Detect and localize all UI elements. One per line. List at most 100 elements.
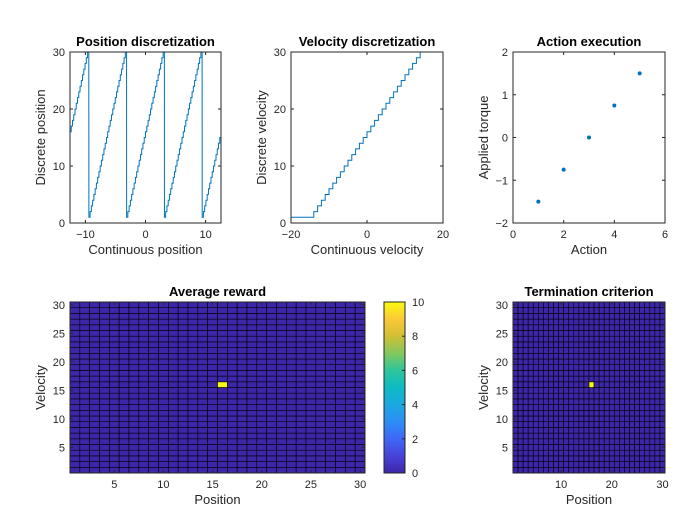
heatmap-cell [335, 324, 346, 331]
heatmap-cell [553, 404, 559, 411]
heatmap-cell [128, 449, 140, 457]
heatmap-cell [563, 341, 570, 348]
heatmap-cell [89, 381, 100, 388]
heatmap-cell [168, 387, 179, 394]
heatmap-cell [276, 455, 287, 462]
heatmap-cell [639, 409, 646, 417]
heatmap-cell [217, 455, 228, 462]
heatmap-cell [553, 427, 559, 434]
heatmap-cell [619, 341, 625, 348]
heatmap-cell [99, 466, 110, 474]
x-tick-label: 0 [510, 229, 516, 241]
heatmap-cell [99, 455, 110, 462]
heatmap-cell [354, 341, 366, 348]
heatmap-cell [583, 313, 590, 320]
heatmap-cell [236, 381, 248, 388]
x-tick-label: 10 [555, 479, 567, 491]
heatmap-cell [187, 455, 199, 462]
heatmap-cell [99, 387, 110, 394]
heatmap-cell [187, 313, 199, 320]
heatmap-cell [118, 466, 130, 474]
heatmap-cell [305, 427, 317, 434]
heatmap-cell [593, 438, 600, 445]
heatmap-cell [644, 461, 651, 468]
heatmap-cell [118, 432, 130, 440]
heatmap-cell [207, 370, 218, 377]
heatmap-cell [99, 375, 110, 383]
heatmap-cell [109, 313, 120, 320]
heatmap-cell [325, 313, 336, 320]
heatmap-cell [217, 409, 228, 417]
heatmap-cell [517, 364, 524, 371]
heatmap-cell [197, 438, 208, 445]
heatmap-cell [649, 444, 656, 451]
heatmap-cell [517, 313, 524, 320]
heatmap-cell [578, 301, 585, 308]
heatmap-cell [227, 421, 238, 428]
heatmap-cell [624, 404, 630, 411]
heatmap-cell [654, 432, 661, 440]
y-tick-label: 20 [496, 357, 508, 369]
heatmap-cell [527, 409, 534, 417]
heatmap-cell [532, 427, 539, 434]
heatmap-cell [286, 330, 297, 337]
heatmap-cell [177, 318, 189, 326]
heatmap-cell [629, 438, 635, 445]
heatmap-cell [512, 449, 519, 457]
heatmap-cell [608, 421, 615, 428]
heatmap-cell [593, 415, 600, 422]
heatmap-cell [89, 392, 100, 400]
y-tick-label: 30 [53, 300, 65, 312]
heatmap-cell [345, 324, 356, 331]
heatmap-cell [305, 341, 317, 348]
heatmap-cell [335, 409, 346, 417]
heatmap-cell [512, 335, 519, 343]
heatmap-cell [187, 381, 199, 388]
heatmap-cell [246, 404, 258, 411]
heatmap-cell [543, 352, 549, 360]
heatmap-cell [217, 347, 228, 354]
heatmap-cell [128, 318, 140, 326]
heatmap-cell [118, 461, 130, 468]
heatmap-cell [345, 421, 356, 428]
heatmap-cell [118, 455, 130, 462]
heatmap-cell [315, 444, 326, 451]
heatmap-cell [558, 444, 564, 451]
heatmap-cell [603, 392, 610, 400]
heatmap-cell [118, 307, 130, 314]
heatmap-cell [335, 404, 346, 411]
heatmap-cell [79, 375, 90, 383]
heatmap-cell [639, 438, 646, 445]
heatmap-cell [305, 330, 317, 337]
heatmap-cell [335, 341, 346, 348]
heatmap-cell [354, 318, 366, 326]
chart-title: Termination criterion [524, 284, 653, 299]
heatmap-cell [543, 415, 549, 422]
heatmap-cell [325, 455, 336, 462]
heatmap-cell [295, 375, 307, 383]
heatmap-cell [109, 404, 120, 411]
heatmap-cell [177, 432, 189, 440]
y-tick-label: 25 [496, 328, 508, 340]
heatmap-cell [512, 370, 519, 377]
heatmap-cell [138, 392, 149, 400]
heatmap-cell [649, 358, 656, 365]
heatmap-cell [276, 438, 287, 445]
heatmap-cell [335, 375, 346, 383]
heatmap-cell [197, 404, 208, 411]
heatmap-cell [553, 449, 559, 457]
heatmap-cell [246, 392, 258, 400]
heatmap-cell [158, 330, 169, 337]
heatmap-cell [634, 438, 640, 445]
heatmap-cell [563, 347, 570, 354]
heatmap-cell [148, 438, 159, 445]
heatmap-cell [227, 466, 238, 474]
heatmap-cell [588, 341, 595, 348]
heatmap-cell [227, 347, 238, 354]
heatmap-cell [325, 352, 336, 360]
heatmap-cell [69, 381, 81, 388]
heatmap-cell [236, 421, 248, 428]
heatmap-cell [158, 341, 169, 348]
heatmap-cell [629, 444, 635, 451]
heatmap-cell [315, 335, 326, 343]
